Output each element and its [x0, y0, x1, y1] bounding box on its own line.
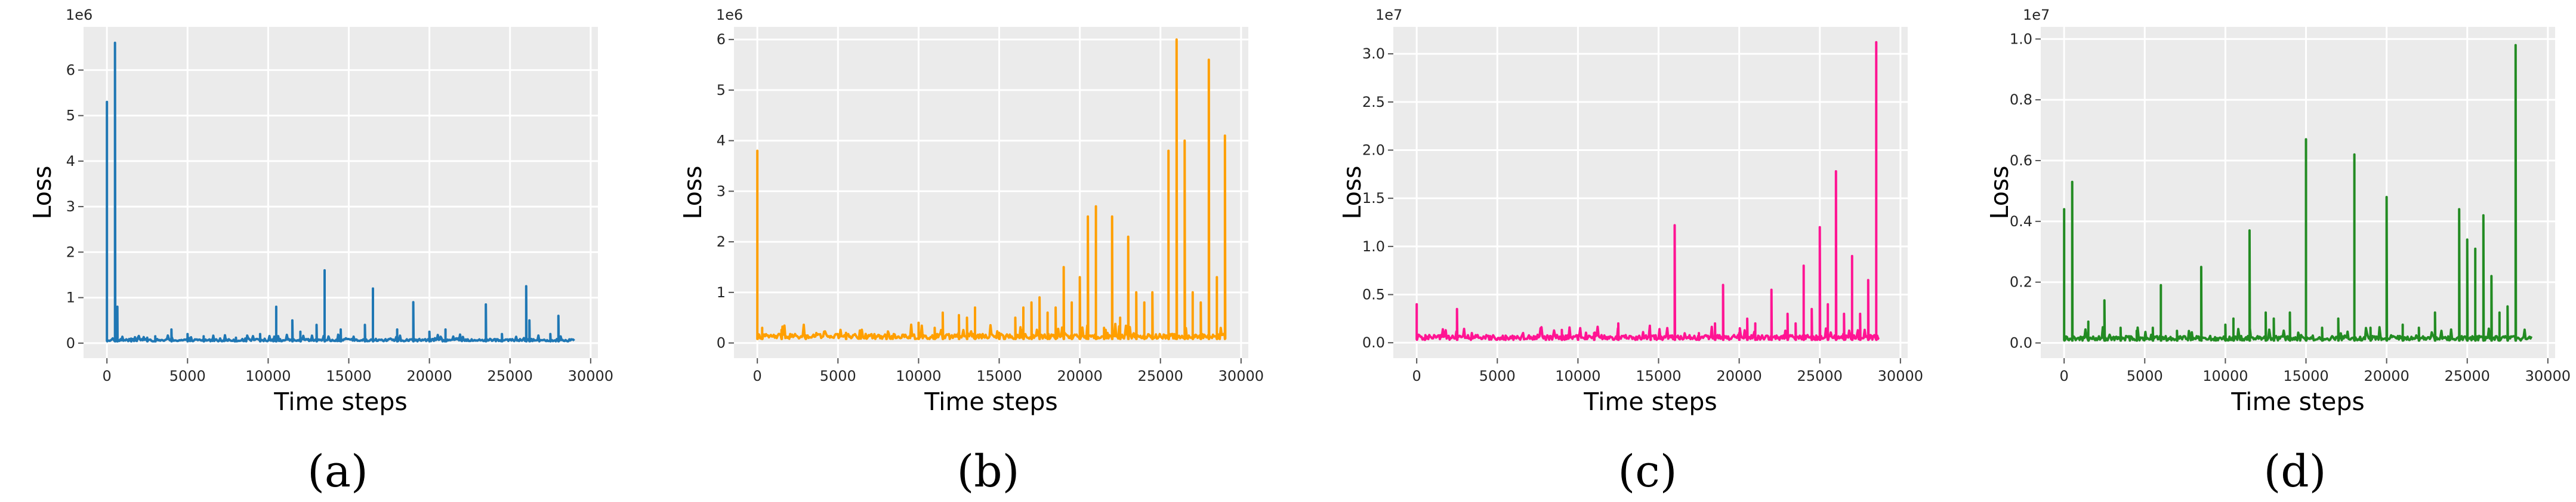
- y-axis-label: Loss: [1985, 166, 2014, 220]
- y-exponent-label: 1e6: [716, 7, 743, 23]
- x-tick-label: 20000: [2364, 368, 2409, 384]
- y-tick-label: 0.2: [2010, 274, 2032, 291]
- gridlines: [1393, 27, 1908, 358]
- y-axis-label: Loss: [28, 166, 57, 220]
- y-tick-label: 2: [66, 244, 75, 260]
- x-tick-label: 25000: [2445, 368, 2490, 384]
- y-tick-label: 5: [66, 107, 75, 124]
- x-tick-label: 20000: [406, 368, 452, 384]
- data-series: [1415, 41, 1880, 341]
- y-ticks: 0 1 2 3 4 5 6: [66, 61, 84, 352]
- y-axis-label: Loss: [1338, 166, 1366, 220]
- data-series: [756, 38, 1227, 340]
- y-tick-label: 1.0: [1362, 238, 1385, 255]
- subplot-caption: (d): [2263, 446, 2326, 497]
- x-ticks: 0 5000 10000 15000 20000 25000 30000: [753, 358, 1264, 384]
- x-tick-label: 0: [1412, 368, 1421, 384]
- y-tick-label: 0.4: [2010, 213, 2032, 230]
- data-series: [106, 41, 575, 343]
- y-tick-label: 2: [717, 233, 726, 250]
- x-tick-label: 25000: [1797, 368, 1843, 384]
- plot-background: [2041, 27, 2555, 358]
- x-axis-label: Time steps: [2231, 387, 2364, 416]
- y-tick-label: 6: [66, 61, 75, 78]
- loss-series-line: [2063, 44, 2533, 342]
- subplot-caption: (b): [957, 446, 1019, 497]
- plot-background: [734, 27, 1248, 358]
- subplot-a: 0 5000 10000 15000 20000 25000 30000 0 1 2 3 4 5 6 1…: [28, 7, 613, 497]
- y-tick-label: 1.0: [2010, 30, 2032, 47]
- x-ticks: 0 5000 10000 15000 20000 25000 30000: [1412, 358, 1923, 384]
- y-tick-label: 0.6: [2010, 152, 2032, 169]
- x-tick-label: 30000: [2525, 368, 2571, 384]
- y-tick-label: 1: [66, 290, 75, 306]
- y-tick-label: 3.0: [1362, 45, 1385, 62]
- loss-series-line: [106, 41, 575, 343]
- x-tick-label: 15000: [326, 368, 371, 384]
- loss-series-line: [756, 38, 1227, 340]
- x-tick-label: 20000: [1716, 368, 1761, 384]
- y-tick-label: 1.5: [1362, 190, 1385, 207]
- y-tick-label: 5: [717, 82, 726, 98]
- x-tick-label: 10000: [1555, 368, 1600, 384]
- x-tick-label: 10000: [245, 368, 291, 384]
- y-exponent-label: 1e7: [1375, 7, 1402, 23]
- x-tick-label: 10000: [2202, 368, 2248, 384]
- gridlines: [84, 27, 598, 358]
- x-tick-label: 30000: [1878, 368, 1923, 384]
- y-tick-label: 0.0: [1362, 334, 1385, 351]
- y-tick-label: 3: [66, 198, 75, 215]
- y-tick-label: 6: [717, 31, 726, 48]
- x-tick-label: 5000: [169, 368, 206, 384]
- y-tick-label: 0.5: [1362, 287, 1385, 303]
- plot-background: [1393, 27, 1908, 358]
- x-tick-label: 15000: [976, 368, 1022, 384]
- y-tick-label: 0: [717, 335, 726, 352]
- data-series: [2063, 44, 2533, 342]
- y-exponent-label: 1e6: [66, 7, 92, 23]
- y-tick-label: 4: [66, 153, 75, 170]
- x-ticks: 0 5000 10000 15000 20000 25000 30000: [103, 358, 613, 384]
- x-tick-label: 5000: [1479, 368, 1516, 384]
- x-axis-label: Time steps: [273, 387, 407, 416]
- y-exponent-label: 1e7: [2023, 7, 2050, 23]
- y-tick-label: 0: [66, 335, 75, 352]
- x-axis-label: Time steps: [1583, 387, 1717, 416]
- x-tick-label: 20000: [1057, 368, 1102, 384]
- x-ticks: 0 5000 10000 15000 20000 25000 30000: [2060, 358, 2571, 384]
- x-tick-label: 0: [2060, 368, 2069, 384]
- x-tick-label: 0: [753, 368, 762, 384]
- x-tick-label: 5000: [2127, 368, 2163, 384]
- x-tick-label: 30000: [568, 368, 613, 384]
- plot-background: [84, 27, 598, 358]
- y-ticks: 0 1 2 3 4 5 6: [717, 31, 734, 352]
- y-axis-label: Loss: [678, 166, 707, 220]
- x-tick-label: 10000: [896, 368, 941, 384]
- y-tick-label: 2.5: [1362, 94, 1385, 110]
- subplot-caption: (a): [307, 446, 368, 497]
- x-tick-label: 0: [103, 368, 112, 384]
- x-tick-label: 15000: [2283, 368, 2328, 384]
- y-tick-label: 1: [717, 284, 726, 301]
- x-tick-label: 25000: [488, 368, 533, 384]
- subplot-c: 0 5000 10000 15000 20000 25000 30000 0.0 0.5 1.0…: [1338, 7, 1923, 497]
- gridlines: [734, 27, 1248, 358]
- x-tick-label: 5000: [820, 368, 856, 384]
- x-tick-label: 30000: [1218, 368, 1264, 384]
- x-axis-label: Time steps: [924, 387, 1057, 416]
- loss-series-line: [1415, 41, 1880, 341]
- x-tick-label: 25000: [1138, 368, 1183, 384]
- x-tick-label: 15000: [1636, 368, 1681, 384]
- y-tick-label: 0.8: [2010, 91, 2032, 108]
- subplot-caption: (c): [1618, 446, 1677, 497]
- y-ticks: 0.0 0.5 1.0 1.5 2.0 2.5 3.0: [1362, 45, 1393, 351]
- subplot-d: 0 5000 10000 15000 20000 25000 30000 0.0 0.2 0.4…: [1985, 7, 2571, 497]
- y-tick-label: 2.0: [1362, 142, 1385, 159]
- y-ticks: 0.0 0.2 0.4 0.6 0.8 1.0: [2010, 30, 2041, 352]
- y-tick-label: 3: [717, 183, 726, 199]
- y-tick-label: 4: [717, 133, 726, 149]
- subplot-b: 0 5000 10000 15000 20000 25000 30000 0 1 2 3 4 5 6 1…: [678, 7, 1264, 497]
- y-tick-label: 0.0: [2010, 335, 2032, 352]
